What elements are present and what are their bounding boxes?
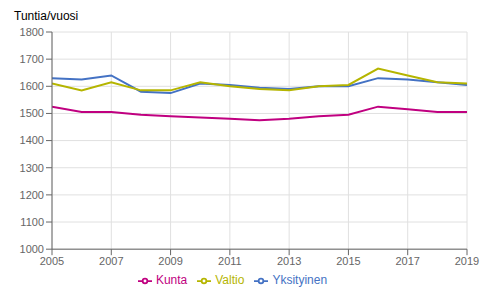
svg-text:1500: 1500 [20, 107, 44, 119]
svg-text:1200: 1200 [20, 189, 44, 201]
svg-text:1100: 1100 [20, 216, 44, 228]
svg-text:1300: 1300 [20, 162, 44, 174]
html-text:Tuntia/vuosi: Tuntia/vuosi [14, 9, 79, 23]
svg-text:1000: 1000 [20, 243, 44, 255]
svg-text:1600: 1600 [20, 80, 44, 92]
html-text:Yksityinen: Yksityinen [272, 273, 328, 288]
svg-text:2005: 2005 [40, 255, 64, 267]
svg-text:2019: 2019 [455, 255, 479, 267]
html-text:Valtio: Valtio [215, 273, 245, 288]
svg-text:1400: 1400 [20, 134, 44, 146]
svg-text:2013: 2013 [277, 255, 301, 267]
svg-text:2009: 2009 [158, 255, 182, 267]
html-text:Kunta: Kunta [155, 273, 188, 288]
svg-text:1800: 1800 [20, 26, 44, 38]
svg-text:2017: 2017 [395, 255, 419, 267]
svg-text:2011: 2011 [218, 255, 242, 267]
svg-text:1700: 1700 [20, 53, 44, 65]
svg-text:2015: 2015 [336, 255, 360, 267]
svg-text:2007: 2007 [99, 255, 123, 267]
